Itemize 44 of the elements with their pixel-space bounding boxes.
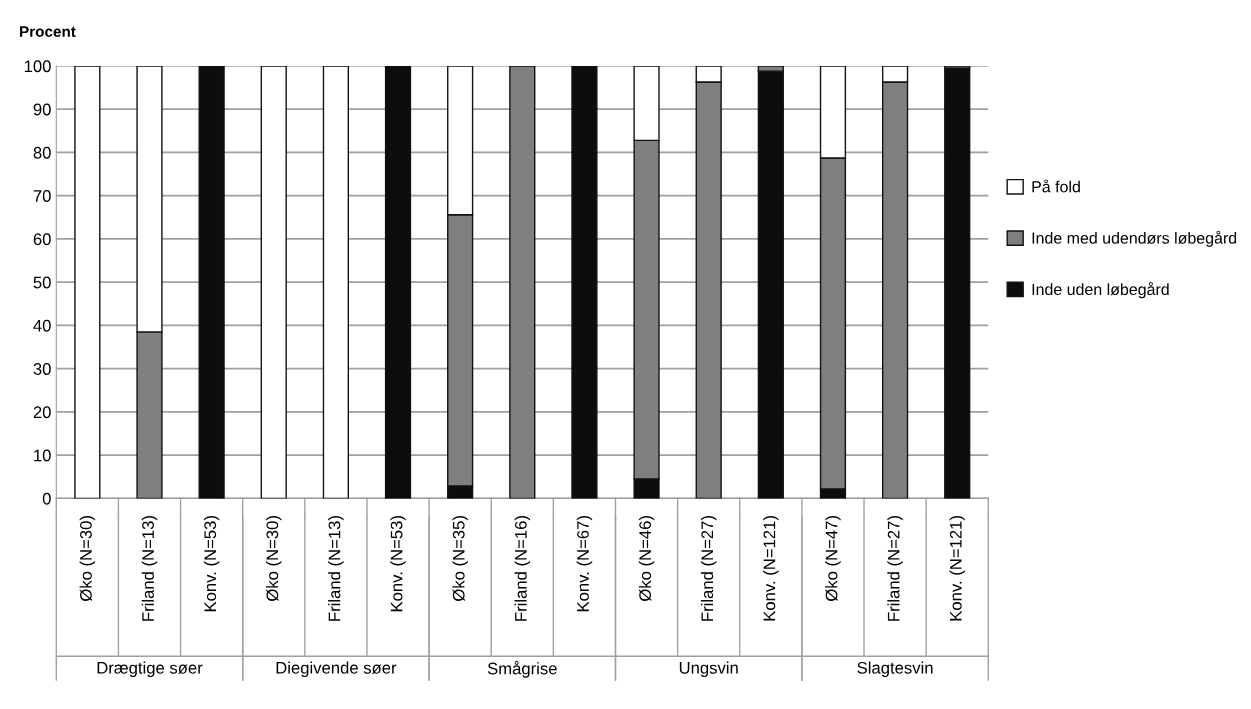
y-tick-label: 40 <box>33 319 51 332</box>
y-tick-label: 0 <box>42 492 51 505</box>
y-tick-label: 30 <box>33 363 51 375</box>
text: Slagtesvin <box>857 661 933 678</box>
bar <box>384 65 412 499</box>
bar <box>571 65 598 499</box>
x-tick-label: Friland (N=27) <box>700 516 717 621</box>
x-tick-label: Øko (N=30) <box>79 516 96 602</box>
text: Ungsvin <box>679 661 738 678</box>
x-tick-label: Konv. (N=67) <box>576 516 593 612</box>
x-tick-label: Øko (N=35) <box>452 516 468 602</box>
y-tick-label: 50 <box>33 276 51 289</box>
x-tick-label: Øko (N=46) <box>638 516 655 602</box>
y-tick-label: 60 <box>33 233 51 246</box>
y-tick-label: 70 <box>33 190 51 202</box>
x-tick-label: Konv. (N=53) <box>203 516 220 612</box>
y-tick-label: 90 <box>33 103 51 116</box>
bar <box>757 70 784 499</box>
text: Drægtige søer <box>97 661 203 678</box>
x-tick-label: Friland (N=13) <box>141 516 158 621</box>
y-tick-label: 20 <box>33 406 51 419</box>
x-tick-label: Øko (N=30) <box>265 516 282 602</box>
y-tick-label: 80 <box>33 146 51 159</box>
y-tick-label: 100 <box>24 60 51 73</box>
legend-label: Inde med udendørs løbegård <box>1032 230 1237 247</box>
bar <box>944 67 971 499</box>
y-axis-title: Procent <box>20 26 76 37</box>
y-tick-label: 10 <box>34 449 51 462</box>
text: Smågrise <box>487 660 557 678</box>
bar <box>260 65 287 499</box>
x-tick-label: Øko (N=47) <box>825 516 841 602</box>
x-tick-label: Konv. (N=121) <box>949 516 965 621</box>
bar <box>509 65 536 499</box>
x-tick-label: Friland (N=16) <box>514 516 531 621</box>
bar <box>74 65 101 499</box>
text: Diegivende søer <box>276 661 397 678</box>
bar <box>322 65 350 499</box>
bar <box>198 65 225 499</box>
x-tick-label: Friland (N=13) <box>328 516 344 621</box>
x-tick-label: Konv. (N=121) <box>763 516 779 621</box>
legend-label: Inde uden løbegård <box>1032 282 1169 299</box>
x-tick-label: Friland (N=27) <box>887 516 903 621</box>
legend-label: På fold <box>1032 179 1080 193</box>
x-tick-label: Konv. (N=53) <box>390 516 406 612</box>
